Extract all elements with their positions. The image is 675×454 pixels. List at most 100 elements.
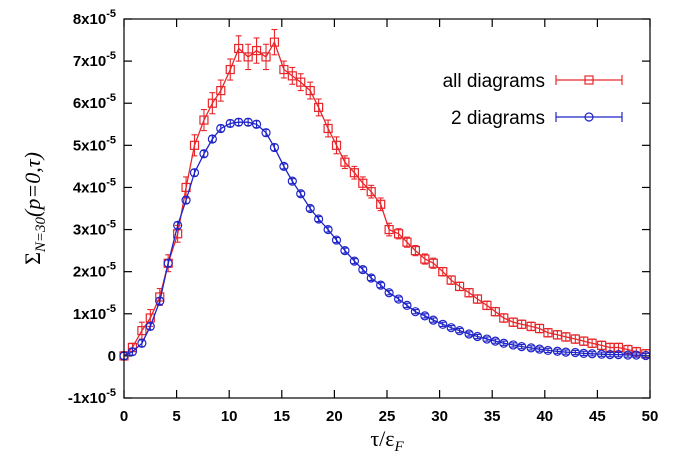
data-point [251,45,262,56]
data-point [269,142,280,153]
data-point [587,349,597,359]
data-point [251,119,262,129]
x-axis-title-main: τ/ε [370,426,394,451]
data-point [340,157,350,167]
y-tick-exponent: -5 [106,50,116,62]
y-tick-exponent: -5 [106,303,116,315]
data-point [243,117,253,127]
y-tick-labels: -1x10-501x10-52x10-53x10-54x10-55x10-56x… [68,8,116,407]
data-point [410,307,421,317]
y-tick-mantissa: 5x10 [73,137,106,154]
data-point [234,117,244,127]
data-point [155,296,165,306]
x-tick-labels: 0 5 10 15 20 25 30 35 40 45 50 [120,408,659,425]
data-point [393,294,404,304]
data-point [376,199,386,209]
data-point [225,64,235,75]
data-point [216,123,226,134]
data-point [234,43,244,54]
data-point [446,323,456,333]
data-point [358,264,368,275]
y-tick-exponent: -5 [106,134,116,146]
y-axis-title: ΣN=30(p=0,τ) [20,152,49,265]
data-point [464,288,474,298]
y-tick-label: 0 [108,348,116,365]
data-point [508,340,518,350]
data-point [464,329,474,339]
data-point [384,224,394,235]
data-point [482,300,492,310]
data-point [127,347,138,357]
data-point [314,102,324,113]
data-point [137,338,147,348]
legend-label-2-diagrams: 2 diagrams [451,108,545,129]
data-point [366,187,376,197]
x-tick-label: 0 [120,408,128,425]
y-tick-label: 8x10-5 [73,8,116,28]
y-tick-mantissa: 6x10 [73,95,106,112]
data-point [402,237,412,247]
y-tick-label: 5x10-5 [73,134,116,154]
x-tick-label: 20 [326,408,343,425]
y-tick-label: 2x10-5 [73,261,116,281]
y-tick-exponent: -5 [106,8,116,20]
data-point [173,220,183,230]
y-tick-mantissa: -1x10 [68,390,106,407]
plot-frame [123,18,651,399]
data-point [438,267,448,277]
data-point [207,134,217,144]
series-line [123,121,646,357]
data-point [287,176,297,186]
data-point [261,52,271,62]
series-1 [119,117,651,361]
data-point [189,140,200,150]
data-point [216,85,226,96]
series-line [123,40,646,357]
data-point [402,300,412,310]
x-tick-label: 5 [172,408,180,425]
data-point [376,280,386,290]
data-point [163,258,173,268]
data-point [331,235,342,245]
y-tick-mantissa: 4x10 [73,179,106,196]
legend-label-all-diagrams: all diagrams [443,71,545,92]
data-point [428,258,438,268]
data-point [472,294,483,304]
data-point [410,246,421,256]
data-point [393,229,404,239]
x-tick-label: 15 [273,408,290,425]
data-point [340,246,350,256]
y-tick-mantissa: 8x10 [73,11,106,28]
y-tick-label: 1x10-5 [73,303,116,323]
data-point [305,85,315,96]
data-point [137,326,147,336]
y-tick-exponent: -5 [106,176,116,188]
y-tick-exponent: -5 [106,387,116,399]
data-point [305,203,315,214]
data-point [323,123,333,134]
data-point [517,342,527,352]
y-tick-exponent: -5 [106,92,116,104]
x-tick-label: 45 [589,408,606,425]
data-point [446,275,456,285]
x-tick-label: 40 [536,408,553,425]
y-tick-label: 6x10-5 [73,92,116,112]
data-point [587,338,597,348]
x-tick-label: 30 [431,408,448,425]
y-tick-mantissa: 1x10 [73,306,106,323]
data-point [199,149,209,159]
data-point [207,98,217,108]
plot-series [119,28,651,361]
legend-marker [584,75,594,85]
data-point [331,140,342,150]
data-point [454,281,465,292]
data-point [490,307,500,317]
y-tick-mantissa: 0 [108,348,116,365]
y-tick-label: 3x10-5 [73,219,116,239]
data-point [358,178,368,188]
y-tick-exponent: -5 [106,261,116,273]
data-point [472,331,483,342]
data-point [613,342,624,353]
legend: all diagrams 2 diagrams [443,71,623,129]
